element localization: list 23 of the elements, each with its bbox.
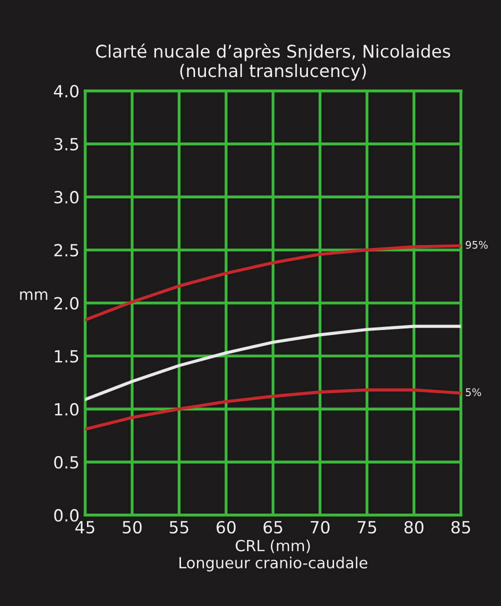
y-tick-label: 3.5 [54, 138, 78, 150]
y-tick-label: 0.5 [54, 456, 78, 469]
y-axis-title: mm [20, 291, 48, 300]
y-tick-label: 2.5 [54, 244, 78, 257]
y-tick-label: 4.0 [54, 84, 79, 98]
x-tick-label: 50 [122, 520, 142, 534]
y-tick-label: 3.0 [54, 190, 79, 204]
x-tick-label: 75 [358, 521, 376, 534]
x-tick-label: 80 [404, 520, 424, 534]
x-tick-label: 85 [451, 520, 470, 534]
y-tick-label: 1.5 [54, 350, 78, 363]
y-tick-label: 1.0 [54, 403, 79, 416]
x-tick-label: 45 [75, 521, 94, 534]
y-tick-label: 0.0 [54, 509, 79, 522]
x-tick-label: 70 [310, 520, 330, 534]
x-axis-title: CRL (mm) Longueur cranio-caudale [179, 540, 368, 572]
x-tick-label: 65 [264, 520, 282, 534]
series-label: 5% [466, 388, 482, 396]
x-tick-label: 60 [216, 520, 236, 534]
series-label: 95% [466, 240, 488, 249]
y-tick-label: 2.0 [54, 296, 79, 310]
chart-title: Clarté nucale d’après Snjders, Nicolaides (nuchal translucency) [96, 44, 450, 81]
x-tick-label: 55 [170, 521, 188, 534]
